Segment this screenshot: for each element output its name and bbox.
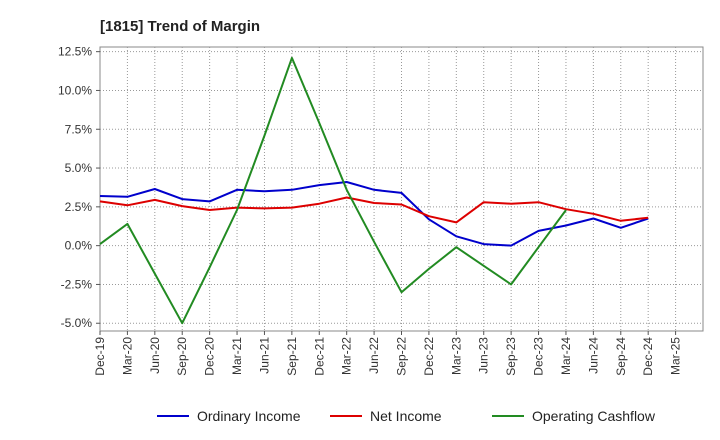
x-tick-label: Jun-20 (148, 337, 162, 374)
y-tick-label: 2.5% (65, 200, 93, 214)
x-tick-label: Mar-20 (120, 337, 134, 375)
x-tick-label: Dec-24 (641, 337, 655, 376)
y-tick-label: 0.0% (65, 239, 93, 253)
x-tick-label: Dec-23 (532, 337, 546, 376)
x-tick-label: Mar-21 (230, 337, 244, 375)
x-tick-label: Sep-23 (504, 337, 518, 376)
x-tick-label: Sep-22 (395, 337, 409, 376)
series-line-operating-cashflow (99, 56, 567, 325)
series-line-ordinary-income (99, 181, 649, 247)
legend-label-operating-cashflow: Operating Cashflow (532, 408, 656, 424)
x-tick-label: Mar-22 (340, 337, 354, 375)
plot-area: -5.0% -2.5% 0.0% 2.5% 5.0% 7.5% 10.0% 12.5% Dec-… (58, 45, 704, 376)
legend-label-ordinary-income: Ordinary Income (197, 408, 301, 424)
x-tick-label: Dec-21 (312, 337, 326, 376)
x-tick-label: Sep-20 (175, 337, 189, 376)
x-tick-label: Dec-20 (203, 337, 217, 376)
series-line-net-income (99, 196, 649, 224)
y-tick-label: 7.5% (65, 122, 93, 136)
y-tick-label: 12.5% (58, 45, 92, 59)
x-tick-label: Mar-24 (559, 337, 573, 375)
legend-label-net-income: Net Income (370, 408, 442, 424)
x-tick-label: Sep-24 (614, 337, 628, 376)
x-tick-label: Jun-23 (477, 337, 491, 374)
x-tick-label: Mar-25 (669, 337, 683, 375)
y-tick-label: 5.0% (65, 161, 93, 175)
x-tick-label: Jun-21 (257, 337, 271, 374)
x-tick-label: Jun-24 (586, 337, 600, 374)
x-tick-label: Jun-22 (367, 337, 381, 374)
y-tick-label: -5.0% (61, 316, 93, 330)
x-tick-label: Dec-19 (93, 337, 107, 376)
x-tick-label: Sep-21 (285, 337, 299, 376)
y-tick-label: 10.0% (58, 83, 92, 97)
legend: Ordinary Income Net Income Operating Cashf… (157, 408, 656, 424)
y-tick-label: -2.5% (61, 277, 93, 291)
x-tick-label: Dec-22 (422, 337, 436, 376)
chart-title: [1815] Trend of Margin (100, 18, 260, 35)
x-tick-label: Mar-23 (449, 337, 463, 375)
